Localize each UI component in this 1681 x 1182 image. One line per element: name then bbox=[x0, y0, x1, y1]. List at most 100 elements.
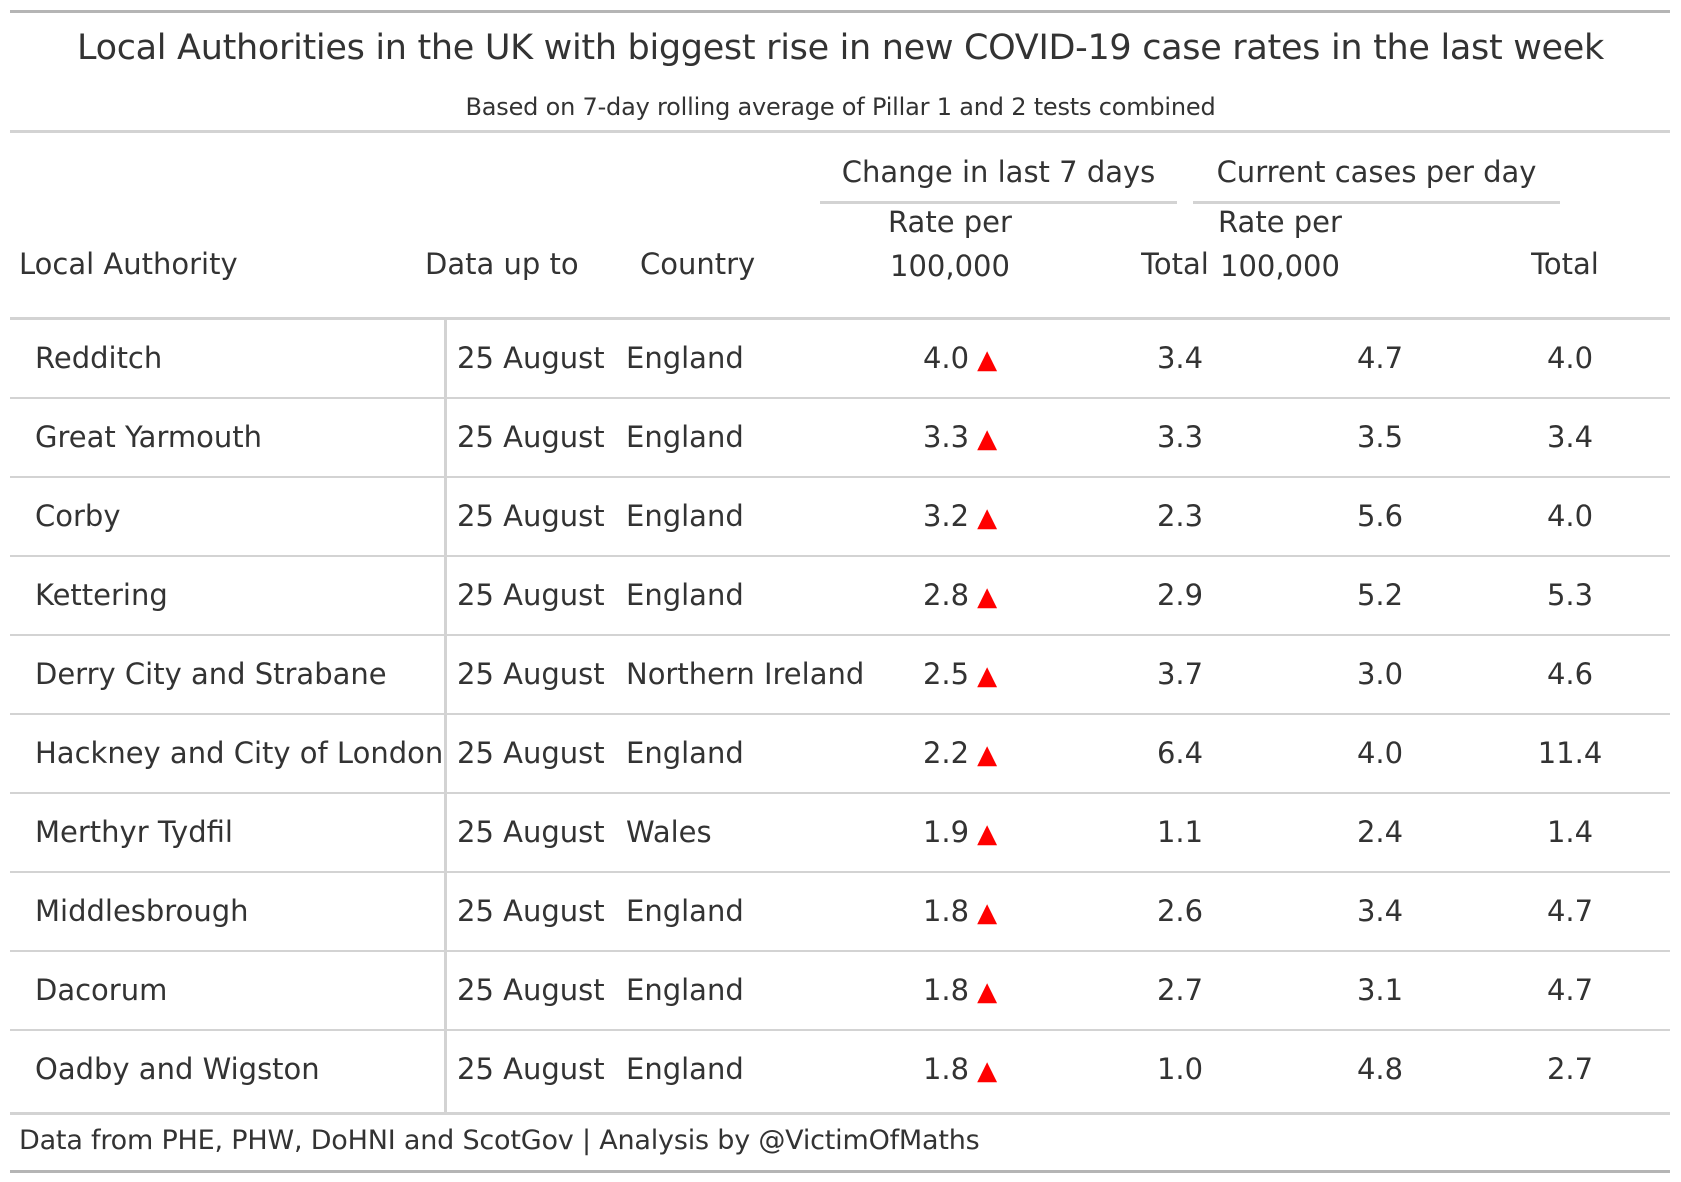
cell-current-total: 4.0 bbox=[1546, 499, 1594, 533]
cell-current-total: 4.7 bbox=[1546, 973, 1594, 1007]
change-rate-value: 2.8 bbox=[922, 578, 970, 612]
cell-current-total: 3.4 bbox=[1546, 420, 1594, 454]
cell-change-total: 3.7 bbox=[1156, 657, 1204, 691]
change-rate-value: 3.3 bbox=[922, 420, 970, 454]
cell-authority: Merthyr Tydfil bbox=[35, 815, 233, 849]
cell-country: England bbox=[626, 420, 744, 454]
cell-change-rate: 1.8 ▲ bbox=[830, 952, 1090, 1029]
spanner-current: Current cases per day bbox=[1193, 150, 1560, 204]
cell-date: 25 August bbox=[457, 894, 605, 928]
rise-arrow-icon: ▲ bbox=[977, 819, 998, 849]
col-header-country: Country bbox=[640, 247, 756, 281]
header-divider bbox=[10, 317, 1670, 320]
bottom-border bbox=[10, 1170, 1670, 1173]
cell-current-total: 4.6 bbox=[1546, 657, 1594, 691]
cell-current-rate: 4.0 bbox=[1356, 736, 1404, 770]
cell-date: 25 August bbox=[457, 341, 605, 375]
col-header-current-rate-line2: 100,000 bbox=[1220, 249, 1340, 283]
rise-arrow-icon: ▲ bbox=[977, 503, 998, 533]
cell-authority: Corby bbox=[35, 499, 121, 533]
cell-change-total: 2.3 bbox=[1156, 499, 1204, 533]
rise-arrow-icon: ▲ bbox=[977, 424, 998, 454]
cell-date: 25 August bbox=[457, 736, 605, 770]
cell-current-rate: 3.5 bbox=[1356, 420, 1404, 454]
change-rate-value: 1.8 bbox=[922, 894, 970, 928]
rise-arrow-icon: ▲ bbox=[977, 582, 998, 612]
cell-country: England bbox=[626, 736, 744, 770]
spanner-change: Change in last 7 days bbox=[820, 150, 1177, 204]
change-rate-value: 3.2 bbox=[922, 499, 970, 533]
table-subtitle: Based on 7-day rolling average of Pillar… bbox=[465, 93, 1216, 121]
table-row: Hackney and City of London 25 August Engla… bbox=[10, 715, 1670, 794]
col-header-date: Data up to bbox=[425, 247, 579, 281]
cell-country: England bbox=[626, 1052, 744, 1086]
table-row: Corby 25 August England 3.2 ▲ 2.3 5.6 4.0 bbox=[10, 478, 1670, 557]
cell-change-rate: 2.2 ▲ bbox=[830, 715, 1090, 792]
cell-authority: Kettering bbox=[35, 578, 168, 612]
change-rate-value: 2.2 bbox=[922, 736, 970, 770]
cell-authority: Middlesbrough bbox=[35, 894, 249, 928]
col-header-change-rate-line1: Rate per bbox=[888, 205, 1012, 239]
change-rate-value: 2.5 bbox=[922, 657, 970, 691]
cell-current-rate: 3.1 bbox=[1356, 973, 1404, 1007]
change-rate-value: 4.0 bbox=[922, 341, 970, 375]
cell-date: 25 August bbox=[457, 657, 605, 691]
title-divider bbox=[10, 130, 1670, 133]
cell-country: England bbox=[626, 499, 744, 533]
cell-current-rate: 3.0 bbox=[1356, 657, 1404, 691]
cell-change-rate: 4.0 ▲ bbox=[830, 320, 1090, 397]
cell-date: 25 August bbox=[457, 815, 605, 849]
cell-current-total: 4.0 bbox=[1546, 341, 1594, 375]
table-row: Middlesbrough 25 August England 1.8 ▲ 2.6 3.4 4… bbox=[10, 873, 1670, 952]
cell-current-total: 2.7 bbox=[1546, 1052, 1594, 1086]
rise-arrow-icon: ▲ bbox=[977, 661, 998, 691]
table-row: Great Yarmouth 25 August England 3.3 ▲ 3.3 3.5… bbox=[10, 399, 1670, 478]
col-header-change-total: Total bbox=[1141, 247, 1209, 281]
cell-current-rate: 4.8 bbox=[1356, 1052, 1404, 1086]
cell-change-total: 1.1 bbox=[1156, 815, 1204, 849]
cell-current-total: 4.7 bbox=[1546, 894, 1594, 928]
table-row: Redditch 25 August England 4.0 ▲ 3.4 4.7 4.0 bbox=[10, 320, 1670, 399]
cell-authority: Derry City and Strabane bbox=[35, 657, 387, 691]
cell-authority: Hackney and City of London bbox=[35, 736, 444, 770]
rise-arrow-icon: ▲ bbox=[977, 345, 998, 375]
change-rate-value: 1.8 bbox=[922, 973, 970, 1007]
source-note: Data from PHE, PHW, DoHNI and ScotGov | … bbox=[19, 1125, 980, 1156]
col-header-authority: Local Authority bbox=[19, 247, 238, 281]
col-header-change-rate: Rate per 100,000 bbox=[830, 200, 1070, 288]
cell-change-total: 3.4 bbox=[1156, 341, 1204, 375]
col-header-current-total: Total bbox=[1531, 247, 1599, 281]
cell-country: England bbox=[626, 894, 744, 928]
col-header-current-rate: Rate per 100,000 bbox=[1180, 200, 1380, 288]
cell-country: Wales bbox=[626, 815, 712, 849]
cell-current-rate: 4.7 bbox=[1356, 341, 1404, 375]
table-body: Redditch 25 August England 4.0 ▲ 3.4 4.7 4.0 Gre… bbox=[10, 320, 1670, 1110]
cell-change-rate: 2.5 ▲ bbox=[830, 636, 1090, 713]
cell-change-total: 6.4 bbox=[1156, 736, 1204, 770]
cell-date: 25 August bbox=[457, 1052, 605, 1086]
col-header-change-rate-line2: 100,000 bbox=[890, 249, 1010, 283]
rise-arrow-icon: ▲ bbox=[977, 1056, 998, 1086]
cell-country: England bbox=[626, 973, 744, 1007]
cell-current-rate: 5.6 bbox=[1356, 499, 1404, 533]
cell-change-rate: 2.8 ▲ bbox=[830, 557, 1090, 634]
cell-country: Northern Ireland bbox=[626, 657, 865, 691]
cell-current-rate: 2.4 bbox=[1356, 815, 1404, 849]
cell-authority: Dacorum bbox=[35, 973, 168, 1007]
col-header-current-rate-line1: Rate per bbox=[1218, 205, 1342, 239]
cell-change-rate: 3.2 ▲ bbox=[830, 478, 1090, 555]
cell-current-total: 1.4 bbox=[1546, 815, 1594, 849]
top-border bbox=[10, 10, 1670, 13]
footer-divider bbox=[10, 1112, 1670, 1115]
rise-arrow-icon: ▲ bbox=[977, 977, 998, 1007]
cell-date: 25 August bbox=[457, 420, 605, 454]
table-title: Local Authorities in the UK with biggest… bbox=[77, 28, 1604, 68]
cell-change-total: 1.0 bbox=[1156, 1052, 1204, 1086]
cell-change-rate: 1.9 ▲ bbox=[830, 794, 1090, 871]
table-row: Derry City and Strabane 25 August Northern… bbox=[10, 636, 1670, 715]
cell-change-rate: 1.8 ▲ bbox=[830, 873, 1090, 950]
cell-change-total: 2.6 bbox=[1156, 894, 1204, 928]
change-rate-value: 1.8 bbox=[922, 1052, 970, 1086]
cell-change-total: 2.7 bbox=[1156, 973, 1204, 1007]
cell-change-total: 3.3 bbox=[1156, 420, 1204, 454]
